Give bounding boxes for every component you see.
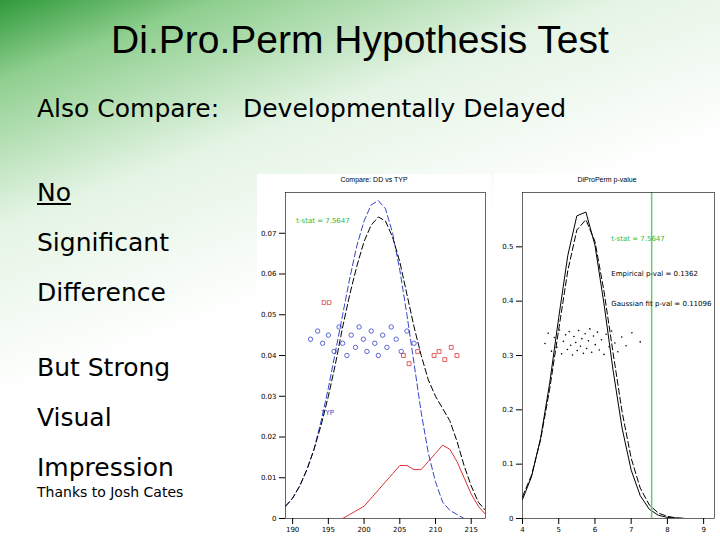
html-text:Impression: Impression <box>37 453 174 482</box>
svg-text:0.02: 0.02 <box>261 433 277 441</box>
svg-text:8: 8 <box>665 526 669 534</box>
html-text:Compare: DD vs TYP: Compare: DD vs TYP <box>340 176 408 183</box>
svg-text:200: 200 <box>357 526 370 534</box>
svg-text:DD: DD <box>321 299 332 307</box>
svg-text:0.07: 0.07 <box>261 229 277 237</box>
svg-text:Empirical p-val = 0.1362: Empirical p-val = 0.1362 <box>611 270 698 278</box>
svg-text:0.2: 0.2 <box>502 406 513 414</box>
svg-text:0.3: 0.3 <box>502 352 513 360</box>
svg-text:215: 215 <box>465 526 478 534</box>
html-text:Also Compare: Developmentally: Also Compare: Developmentally Delayed <box>37 94 567 123</box>
svg-text:0.1: 0.1 <box>502 460 513 468</box>
svg-text:0: 0 <box>509 515 513 523</box>
svg-text:t-stat = 7.5647: t-stat = 7.5647 <box>611 235 665 243</box>
svg-text:6: 6 <box>593 526 598 534</box>
html-text:DiProPerm p-value: DiProPerm p-value <box>577 176 637 183</box>
svg-text:0.01: 0.01 <box>261 474 277 482</box>
svg-text:0.03: 0.03 <box>261 392 277 400</box>
svg-text:9: 9 <box>701 526 705 534</box>
svg-text:0.4: 0.4 <box>502 297 514 305</box>
html-text:Di.Pro.Perm Hypothesis Test: Di.Pro.Perm Hypothesis Test <box>111 18 609 61</box>
svg-text:TYP: TYP <box>320 409 334 417</box>
svg-text:0.04: 0.04 <box>261 352 277 360</box>
svg-text:0.5: 0.5 <box>502 243 513 251</box>
svg-text:Gaussian fit p-val = 0.11096: Gaussian fit p-val = 0.11096 <box>611 300 712 308</box>
html-text:No: No <box>37 178 71 207</box>
html-text:Significant: Significant <box>37 228 169 257</box>
svg-text:4: 4 <box>520 526 525 534</box>
svg-text:0: 0 <box>272 515 276 523</box>
svg-text:5: 5 <box>556 526 560 534</box>
html-text:Difference: Difference <box>37 278 166 307</box>
svg-text:195: 195 <box>322 526 335 534</box>
svg-text:t-stat = 7.5647: t-stat = 7.5647 <box>296 217 350 225</box>
html-text:Thanks to Josh Cates: Thanks to Josh Cates <box>37 484 184 500</box>
svg-text:0.05: 0.05 <box>261 311 277 319</box>
svg-text:210: 210 <box>429 526 442 534</box>
svg-text:190: 190 <box>286 526 299 534</box>
svg-text:7: 7 <box>629 526 633 534</box>
html-text:Visual: Visual <box>37 403 112 432</box>
svg-text:205: 205 <box>393 526 406 534</box>
html-text:But Strong: But Strong <box>37 353 171 382</box>
svg-text:0.06: 0.06 <box>261 270 277 278</box>
